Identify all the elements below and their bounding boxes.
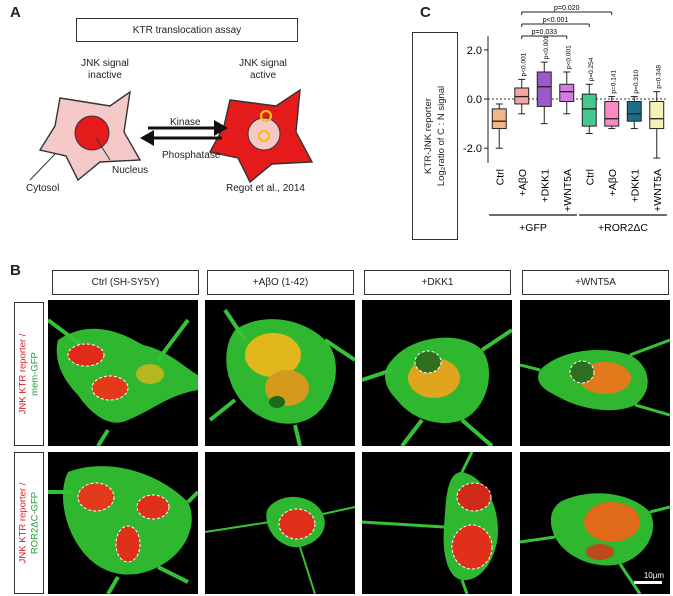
group-label: +GFP [519,222,547,234]
panel-a-title: KTR translocation assay [76,18,298,42]
box-3 [559,83,575,102]
nucleus-pointer [95,137,111,161]
boxplot-chart: -2.0 0.0 2.0 Ctrl p<0.001 +AβO p<0.001 +DKK1 p<0… [463,5,668,234]
y-tick-label: -2.0 [463,143,482,155]
box-pvalue-label: p<0.001 [521,52,528,76]
box-0 [491,108,507,130]
row2-label-box: JNK KTR reporter / ROR2ΔC-GFP [14,452,44,594]
ylabel-box: KTR-JNK reporter Log₂ratio of C : N sign… [412,32,458,240]
kinase-label: Kinase [170,117,201,128]
panel-c-letter: C [420,4,431,21]
active-nucleus [247,117,281,151]
phosphatase-arrowhead [140,130,154,146]
phosphatase-label: Phosphatase [162,150,221,161]
micrograph-r2-abo [205,452,355,594]
group-label: +ROR2ΔC [598,222,648,234]
comparison-pvalue: p<0.001 [543,17,569,24]
box-pvalue-label: p=0.348 [656,65,663,89]
micrograph-r2-ctrl [48,452,198,594]
y-tick-label: 2.0 [467,45,482,57]
scale-bar [634,581,662,584]
scale-bar-label: 10μm [643,571,664,580]
row1-label: JNK KTR reporter / mem-GFP [17,333,40,415]
box-pvalue-label: p=0.141 [611,70,618,94]
category-label: Ctrl [494,169,506,185]
panel-a-letter: A [10,4,21,21]
box-7 [649,101,665,130]
box-pvalue-label: p<0.001 [566,45,573,69]
citation: Regot et al., 2014 [226,183,305,194]
y-axis-label: KTR-JNK reporter Log₂ratio of C : N sign… [423,85,448,187]
column-header-abo: +AβO (1-42) [207,270,354,295]
cytosol-label: Cytosol [26,183,60,194]
row2-label: JNK KTR reporter / ROR2ΔC-GFP [17,482,40,564]
category-label: +DKK1 [539,169,551,203]
nucleus-label: Nucleus [112,165,149,176]
ktr-diagram [29,88,314,184]
panel-b-letter: B [10,262,21,279]
box-2 [536,71,552,107]
panel-a-title-text: KTR translocation assay [132,24,242,36]
micrograph-r1-abo [205,300,355,446]
comparison-pvalue: p=0.033 [532,29,558,36]
category-label: +DKK1 [629,169,641,203]
reporter-dot-1 [259,109,273,123]
category-label: +AβO [517,169,529,196]
column-header-wnt5a: +WNT5A [522,270,669,295]
micrograph-r1-ctrl [48,300,198,446]
box-5 [604,101,620,127]
micrograph-r1-dkk1 [362,300,512,446]
cytosol-pointer [29,153,56,181]
micrograph-r2-wnt5a: 10μm [520,452,670,594]
micrograph-r2-dkk1 [362,452,512,594]
category-label: +AβO [607,169,619,196]
column-header-ctrl: Ctrl (SH-SY5Y) [52,270,199,295]
box-pvalue-label: p=0.254 [588,57,595,81]
category-label: +WNT5A [652,169,664,212]
y-tick-label: 0.0 [467,94,482,106]
reporter-dot-2 [257,129,271,143]
comparison-pvalue: p=0.020 [554,5,580,12]
box-6 [626,101,642,122]
kinase-arrowhead [214,120,228,136]
right-state-label: JNK signal active [239,58,287,81]
box-pvalue-label: p<0.001 [543,35,550,59]
inactive-nucleus [74,115,110,151]
category-label: +WNT5A [562,169,574,212]
left-state-label: JNK signal inactive [81,58,129,81]
category-label: Ctrl [584,169,596,185]
box-4 [581,93,597,127]
row1-label-box: JNK KTR reporter / mem-GFP [14,302,44,446]
box-pvalue-label: p=0.310 [633,70,640,94]
micrograph-r1-wnt5a [520,300,670,446]
column-header-dkk1: +DKK1 [364,270,511,295]
